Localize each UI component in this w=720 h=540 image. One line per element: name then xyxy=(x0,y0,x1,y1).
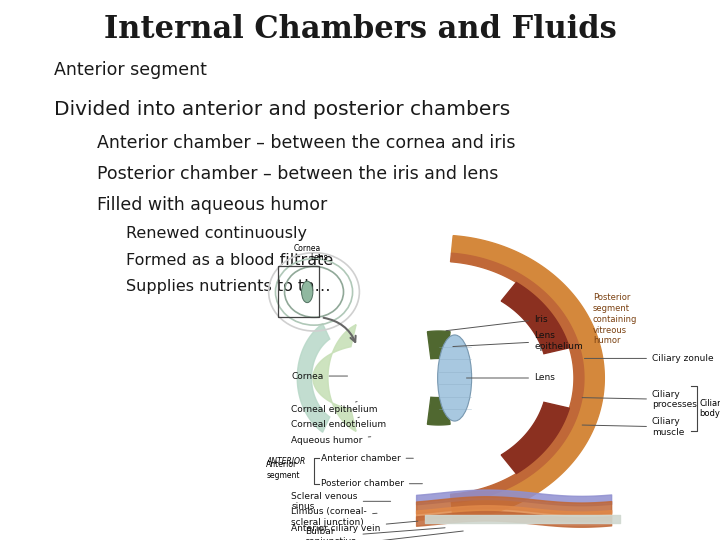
Text: Supplies nutrients to th…: Supplies nutrients to th… xyxy=(126,279,330,294)
Text: Iris: Iris xyxy=(446,315,548,330)
Bar xyxy=(278,266,318,318)
Text: Limbus (corneal-
scleral junction): Limbus (corneal- scleral junction) xyxy=(292,507,377,526)
Polygon shape xyxy=(428,397,450,425)
Text: Scleral venous
sinus: Scleral venous sinus xyxy=(292,491,391,511)
Text: Cornea: Cornea xyxy=(292,372,348,381)
Text: Anterior
segment: Anterior segment xyxy=(266,460,300,480)
Text: Anterior chamber – between the cornea and iris: Anterior chamber – between the cornea an… xyxy=(97,133,516,152)
Text: Ciliary zonule: Ciliary zonule xyxy=(585,354,714,363)
Text: Ciliary
body: Ciliary body xyxy=(700,399,720,418)
Text: Ciliary
processes: Ciliary processes xyxy=(582,390,697,409)
Text: Aqueous humor: Aqueous humor xyxy=(292,436,371,445)
Polygon shape xyxy=(313,325,356,431)
Ellipse shape xyxy=(438,335,472,421)
Polygon shape xyxy=(451,253,584,503)
Ellipse shape xyxy=(302,281,313,302)
Text: Divided into anterior and posterior chambers: Divided into anterior and posterior cham… xyxy=(54,99,510,119)
Text: Posterior chamber: Posterior chamber xyxy=(321,479,423,488)
Polygon shape xyxy=(501,282,570,354)
Text: Sclera: Sclera xyxy=(334,531,463,540)
Text: Anterior chamber: Anterior chamber xyxy=(321,454,413,463)
Text: ANTERIOR: ANTERIOR xyxy=(266,457,306,466)
Polygon shape xyxy=(501,402,570,474)
Text: Ciliary
muscle: Ciliary muscle xyxy=(582,417,684,437)
Polygon shape xyxy=(451,235,604,521)
Text: Bulbar
conjunctiva: Bulbar conjunctiva xyxy=(305,527,445,540)
Text: Filled with aqueous humor: Filled with aqueous humor xyxy=(97,196,328,214)
Text: Renewed continuously: Renewed continuously xyxy=(126,226,307,241)
Text: Corneal endothelium: Corneal endothelium xyxy=(292,417,387,429)
Text: Formed as a blood filtrate: Formed as a blood filtrate xyxy=(126,253,333,268)
Text: Corneal epithelium: Corneal epithelium xyxy=(292,402,378,414)
Text: Lens: Lens xyxy=(310,253,328,262)
Text: Posterior chamber – between the iris and lens: Posterior chamber – between the iris and… xyxy=(97,165,498,183)
Polygon shape xyxy=(297,324,330,432)
Text: Posterior
segment
containing
vitreous
humor: Posterior segment containing vitreous hu… xyxy=(593,293,637,345)
Text: Lens
epithelium: Lens epithelium xyxy=(453,331,582,350)
Text: Internal Chambers and Fluids: Internal Chambers and Fluids xyxy=(104,14,616,45)
Text: Cornea: Cornea xyxy=(294,244,321,253)
Text: Lens: Lens xyxy=(467,374,555,382)
Polygon shape xyxy=(428,331,450,359)
Text: Anterior segment: Anterior segment xyxy=(54,61,207,79)
Text: Anterior ciliary vein: Anterior ciliary vein xyxy=(292,521,418,533)
Polygon shape xyxy=(488,260,584,496)
